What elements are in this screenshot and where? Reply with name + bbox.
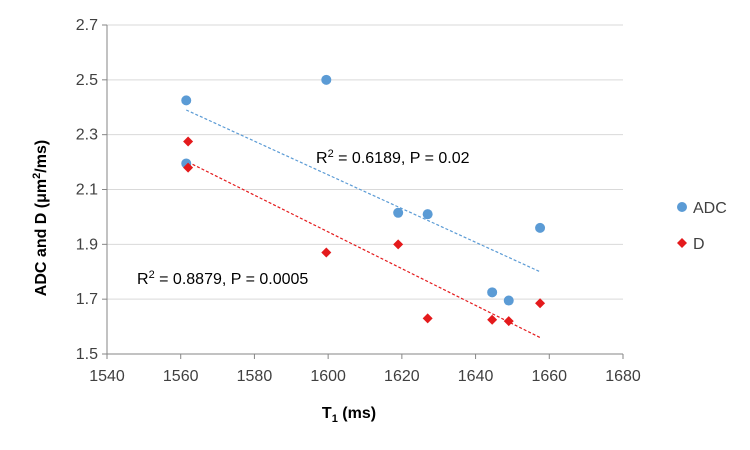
adc-point [321, 74, 332, 85]
x-tick-label: 1580 [237, 368, 273, 385]
x-tick-label: 1680 [605, 368, 641, 385]
y-tick-label: 2.3 [76, 127, 98, 144]
d-point [487, 314, 498, 325]
d-point [321, 247, 332, 258]
y-tick-label: 2.1 [76, 182, 98, 199]
y-tick-label: 1.5 [76, 346, 98, 363]
x-tick-label: 1600 [310, 368, 346, 385]
legend-adc-label: ADC [693, 200, 727, 217]
legend-d-marker [677, 238, 687, 248]
y-tick-label: 2.7 [76, 17, 98, 34]
d-point [183, 162, 194, 173]
trendlines [185, 109, 541, 339]
x-tick-label: 1560 [163, 368, 199, 385]
x-axis-title: T1 (ms) [322, 405, 376, 425]
axes: 1.5 1.7 1.9 2.1 2.3 2.5 2.7 1540 1560 1580 1600 162… [76, 17, 641, 385]
x-tick-label: 1640 [458, 368, 494, 385]
adc-point [487, 287, 498, 298]
legend-d-label: D [693, 236, 705, 253]
y-tick-label: 2.5 [76, 72, 98, 89]
d-point [503, 316, 514, 327]
adc-point [503, 295, 514, 306]
d-r2-annotation: R2 = 0.8879, P = 0.0005 [137, 269, 308, 288]
adc-r2-annotation: R2 = 0.6189, P = 0.02 [316, 148, 470, 167]
legend-adc-marker [677, 202, 687, 212]
gridlines [107, 24, 623, 300]
data-points [181, 74, 546, 327]
adc-point [535, 222, 546, 233]
x-tick-label: 1540 [89, 368, 125, 385]
y-tick-label: 1.7 [76, 291, 98, 308]
adc-point [181, 95, 192, 106]
y-axis-title: ADC and D (μm2/ms) [31, 140, 50, 296]
adc-point [393, 207, 404, 218]
d-point [535, 298, 546, 309]
adc-point [422, 209, 433, 220]
d-point [422, 313, 433, 324]
y-tick-label: 1.9 [76, 236, 98, 253]
x-tick-label: 1660 [531, 368, 567, 385]
d-point [393, 239, 404, 250]
d-trendline [187, 161, 541, 339]
x-tick-label: 1620 [384, 368, 420, 385]
legend: ADC D [677, 200, 727, 253]
d-point [183, 136, 194, 147]
